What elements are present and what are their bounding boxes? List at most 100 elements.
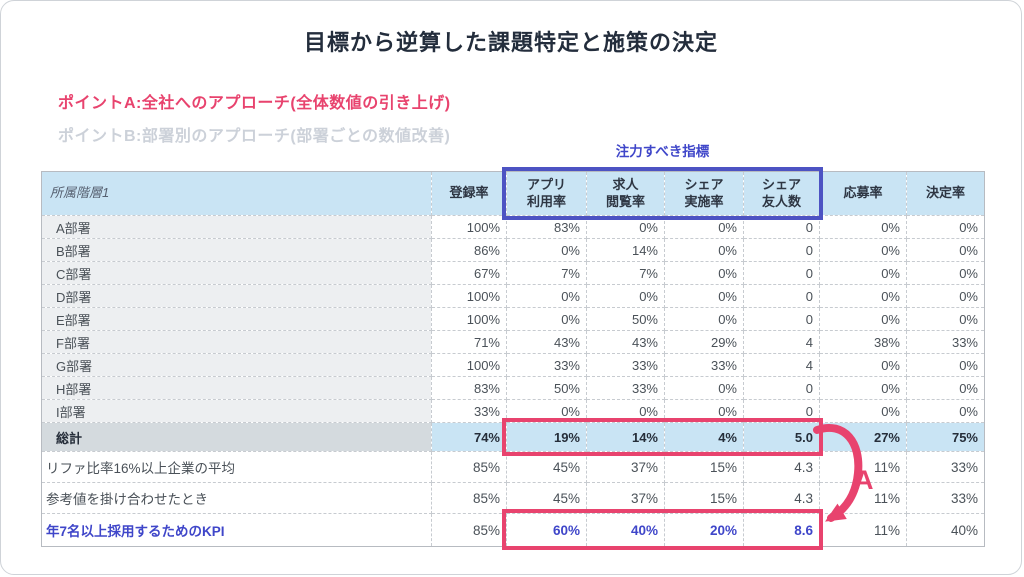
cell-value: 7%	[506, 261, 587, 285]
cell-value: 0%	[506, 238, 587, 262]
cell-value: 0%	[586, 284, 665, 308]
cell-value: 45%	[506, 451, 587, 483]
row-label: D部署	[41, 284, 432, 308]
cell-value: 27%	[819, 422, 907, 452]
cell-value: 0%	[819, 215, 907, 239]
column-header: シェア 友人数	[743, 171, 820, 216]
cell-value: 0%	[664, 399, 744, 423]
column-header: シェア 実施率	[664, 171, 744, 216]
cell-value: 20%	[664, 513, 744, 547]
table-row: E部署 100% 0% 50% 0% 0 0% 0%	[41, 307, 985, 331]
cell-value: 0%	[819, 399, 907, 423]
cell-value: 0%	[664, 307, 744, 331]
corner-header: 所属階層1	[41, 171, 432, 216]
cell-value: 0%	[906, 261, 985, 285]
cell-value: 33%	[906, 330, 985, 354]
cell-value: 60%	[506, 513, 587, 547]
row-label: B部署	[41, 238, 432, 262]
table-row: I部署 33% 0% 0% 0% 0 0% 0%	[41, 399, 985, 423]
cell-value: 4%	[664, 422, 744, 452]
cell-value: 50%	[586, 307, 665, 331]
cell-value: 0%	[819, 353, 907, 377]
cell-value: 33%	[906, 482, 985, 514]
cell-value: 67%	[431, 261, 507, 285]
cell-value: 29%	[664, 330, 744, 354]
column-header: 求人 閲覧率	[586, 171, 665, 216]
cell-value: 86%	[431, 238, 507, 262]
cell-value: 100%	[431, 307, 507, 331]
cell-value: 0%	[586, 399, 665, 423]
cell-value: 100%	[431, 284, 507, 308]
cell-value: 38%	[819, 330, 907, 354]
cell-value: 0%	[819, 261, 907, 285]
cell-value: 43%	[506, 330, 587, 354]
cell-value: 74%	[431, 422, 507, 452]
cell-value: 0%	[819, 238, 907, 262]
table-row: C部署 67% 7% 7% 0% 0 0% 0%	[41, 261, 985, 285]
cell-value: 0	[743, 238, 820, 262]
cell-value: 0%	[906, 376, 985, 400]
cell-value: 19%	[506, 422, 587, 452]
cell-value: 11%	[819, 513, 907, 547]
cell-value: 0%	[664, 238, 744, 262]
cell-value: 37%	[586, 482, 665, 514]
table-row: G部署 100% 33% 33% 33% 4 0% 0%	[41, 353, 985, 377]
cell-value: 4.3	[743, 482, 820, 514]
slide-title: 目標から逆算した課題特定と施策の決定	[303, 30, 718, 55]
cell-value: 0%	[906, 284, 985, 308]
cell-value: 33%	[586, 353, 665, 377]
table-row: 年7名以上採用するためのKPI 85% 60% 40% 20% 8.6 11% 40%	[41, 513, 985, 547]
cell-value: 33%	[664, 353, 744, 377]
cell-value: 4	[743, 330, 820, 354]
table-row: D部署 100% 0% 0% 0% 0 0% 0%	[41, 284, 985, 308]
cell-value: 0%	[906, 215, 985, 239]
cell-value: 0	[743, 399, 820, 423]
cell-value: 33%	[906, 451, 985, 483]
row-label: G部署	[41, 353, 432, 377]
focus-indicators-label: 注力すべき指標	[615, 144, 710, 159]
column-header: 応募率	[819, 171, 907, 216]
point-b-heading: ポイントB:部署別のアプローチ(部署ごとの数値改善)	[58, 128, 451, 145]
cell-value: 0	[743, 376, 820, 400]
column-header: アプリ 利用率	[506, 171, 587, 216]
table-row: A部署 100% 83% 0% 0% 0 0% 0%	[41, 215, 985, 239]
cell-value: 0%	[906, 399, 985, 423]
cell-value: 40%	[906, 513, 985, 547]
cell-value: 50%	[506, 376, 587, 400]
cell-value: 85%	[431, 482, 507, 514]
cell-value: 0%	[506, 399, 587, 423]
cell-value: 14%	[586, 422, 665, 452]
cell-value: 0%	[906, 238, 985, 262]
cell-value: 0	[743, 284, 820, 308]
point-a-heading: ポイントA:全社へのアプローチ(全体数値の引き上げ)	[58, 95, 451, 112]
cell-value: 71%	[431, 330, 507, 354]
cell-value: 0%	[906, 353, 985, 377]
cell-value: 0%	[819, 376, 907, 400]
cell-value: 100%	[431, 353, 507, 377]
cell-value: 4.3	[743, 451, 820, 483]
column-header: 決定率	[906, 171, 985, 216]
cell-value: 83%	[506, 215, 587, 239]
table-row: H部署 83% 50% 33% 0% 0 0% 0%	[41, 376, 985, 400]
cell-value: 0%	[664, 215, 744, 239]
cell-value: 0%	[506, 284, 587, 308]
row-label: F部署	[41, 330, 432, 354]
cell-value: 37%	[586, 451, 665, 483]
cell-value: 40%	[586, 513, 665, 547]
cell-value: 0	[743, 261, 820, 285]
table-row: 参考値を掛け合わせたとき 85% 45% 37% 15% 4.3 11% 33%	[41, 482, 985, 514]
cell-value: 0%	[664, 261, 744, 285]
row-label: I部署	[41, 399, 432, 423]
cell-value: 4	[743, 353, 820, 377]
cell-value: 0%	[506, 307, 587, 331]
table-row: F部署 71% 43% 43% 29% 4 38% 33%	[41, 330, 985, 354]
cell-value: 100%	[431, 215, 507, 239]
cell-value: 0	[743, 307, 820, 331]
cell-value: 33%	[506, 353, 587, 377]
cell-value: 85%	[431, 451, 507, 483]
cell-value: 43%	[586, 330, 665, 354]
cell-value: 0%	[819, 307, 907, 331]
table-row: リファ比率16%以上企業の平均 85% 45% 37% 15% 4.3 11% 33%	[41, 451, 985, 483]
cell-value: 45%	[506, 482, 587, 514]
